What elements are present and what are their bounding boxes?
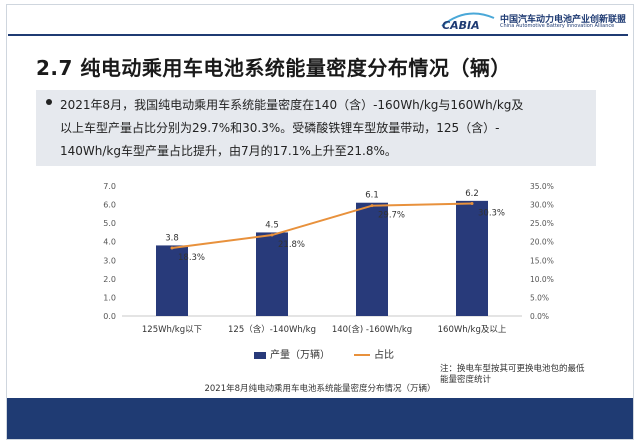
slide-frame <box>6 4 634 440</box>
logo-wordmark: CABIA <box>442 19 480 32</box>
share-point <box>270 233 274 237</box>
y-left-tick-label: 7.0 <box>103 182 116 191</box>
x-tick-label: 160Wh/kg及以上 <box>438 325 507 335</box>
bar <box>156 245 188 316</box>
chart-caption: 2021年8月纯电动乘用车电池系统能量密度分布情况（万辆） <box>204 384 436 394</box>
bar-value-label: 6.2 <box>465 189 479 199</box>
bar <box>456 200 488 316</box>
y-left-tick-label: 2.0 <box>103 275 116 284</box>
summary-line-3: 140Wh/kg车型产量占比提升，由7月的17.1%上升至21.8%。 <box>60 144 397 158</box>
bar <box>256 232 288 316</box>
y-right-tick-label: 0.0% <box>530 312 549 321</box>
y-right-tick-label: 20.0% <box>530 238 554 247</box>
legend-line-swatch <box>354 354 370 356</box>
legend-bar-swatch <box>254 351 266 359</box>
legend-item-line: 占比 <box>354 346 394 361</box>
bullet-icon <box>46 99 52 105</box>
logo-cn-text: 中国汽车动力电池产业创新联盟 <box>500 15 627 25</box>
share-point <box>470 201 474 205</box>
y-right-tick-label: 35.0% <box>530 182 554 191</box>
legend-line-label: 占比 <box>374 350 394 361</box>
y-left-tick-label: 1.0 <box>103 293 116 302</box>
chart: 0.0 1.0 2.0 3.0 4.0 5.0 6.0 7.0 0.0% 5.0% 10.0% 15.… <box>96 176 556 352</box>
share-point <box>170 246 174 250</box>
logo-en-text: China Automotive Battery Innovation Alli… <box>500 23 615 29</box>
bar <box>356 202 388 316</box>
share-value-label: 30.3% <box>478 208 505 218</box>
y-left-tick-label: 4.0 <box>103 238 116 247</box>
y-right-tick-label: 15.0% <box>530 256 554 265</box>
summary-line-1: 2021年8月，我国纯电动乘用车系统能量密度在140（含）-160Wh/kg与1… <box>60 98 524 112</box>
x-tick-label: 125Wh/kg以下 <box>142 325 203 335</box>
share-line <box>171 202 473 250</box>
x-tick-label: 140(含) -160Wh/kg <box>332 324 412 335</box>
share-value-label: 29.7% <box>378 211 405 221</box>
share-value-label: 18.3% <box>178 253 205 263</box>
y-right-tick-label: 25.0% <box>530 219 554 228</box>
y-left-tick-label: 6.0 <box>103 201 116 210</box>
bar-value-label: 4.5 <box>265 220 279 230</box>
y-left-tick-label: 5.0 <box>103 219 116 228</box>
legend-bar-label: 产量（万辆） <box>270 350 330 361</box>
page-title: 2.7 纯电动乘用车电池系统能量密度分布情况（辆） <box>36 56 511 80</box>
summary-line-2: 以上车型产量占比分别为29.7%和30.3%。受磷酸铁锂车型放量带动，125（含… <box>60 121 500 135</box>
footer-bar <box>7 398 633 439</box>
y-right-tick-label: 5.0% <box>530 293 549 302</box>
header-divider <box>8 34 628 36</box>
x-tick-label: 125（含）-140Wh/kg <box>228 324 316 335</box>
share-value-label: 21.8% <box>278 240 305 250</box>
y-left-tick-label: 3.0 <box>103 256 116 265</box>
summary-note: 2021年8月，我国纯电动乘用车系统能量密度在140（含）-160Wh/kg与1… <box>36 90 596 166</box>
legend-item-bar: 产量（万辆） <box>254 346 330 361</box>
y-right-tick-label: 10.0% <box>530 275 554 284</box>
bar-value-label: 3.8 <box>165 233 179 243</box>
cabia-logo-icon: CABIA <box>441 12 495 32</box>
y-right-tick-label: 30.0% <box>530 201 554 210</box>
y-left-tick-label: 0.0 <box>103 312 116 321</box>
chart-svg: 0.0 1.0 2.0 3.0 4.0 5.0 6.0 7.0 0.0% 5.0% 10.0% 15.… <box>103 182 554 335</box>
bar-value-label: 6.1 <box>365 191 379 201</box>
footnote: 注：换电车型按其可更换电池包的最低能量密度统计 <box>440 364 585 385</box>
logo: CABIA 中国汽车动力电池产业创新联盟 China Automotive Ba… <box>438 10 626 32</box>
share-point <box>370 204 374 208</box>
